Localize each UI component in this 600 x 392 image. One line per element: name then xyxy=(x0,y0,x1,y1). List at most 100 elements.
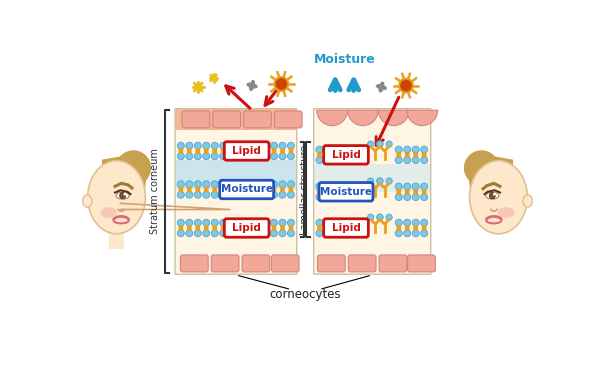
Circle shape xyxy=(271,230,277,237)
Circle shape xyxy=(395,157,402,163)
Circle shape xyxy=(325,183,331,190)
Circle shape xyxy=(350,230,357,237)
FancyBboxPatch shape xyxy=(213,111,241,128)
Circle shape xyxy=(464,151,499,185)
Circle shape xyxy=(211,219,218,226)
Circle shape xyxy=(377,214,383,220)
Circle shape xyxy=(178,181,184,188)
Circle shape xyxy=(211,142,218,149)
FancyBboxPatch shape xyxy=(238,187,242,192)
Circle shape xyxy=(358,194,365,201)
FancyBboxPatch shape xyxy=(238,148,242,154)
Circle shape xyxy=(279,230,286,237)
Circle shape xyxy=(279,153,286,160)
Circle shape xyxy=(395,146,402,153)
Circle shape xyxy=(341,219,349,226)
Text: Moisture: Moisture xyxy=(221,185,272,194)
Circle shape xyxy=(287,219,295,226)
FancyBboxPatch shape xyxy=(212,225,217,230)
FancyBboxPatch shape xyxy=(334,152,338,158)
FancyBboxPatch shape xyxy=(204,148,209,154)
Circle shape xyxy=(186,181,193,188)
Circle shape xyxy=(211,191,218,198)
FancyBboxPatch shape xyxy=(413,189,418,194)
Circle shape xyxy=(271,219,277,226)
Circle shape xyxy=(178,230,184,237)
Circle shape xyxy=(203,142,210,149)
Circle shape xyxy=(412,157,419,163)
Circle shape xyxy=(287,191,295,198)
Circle shape xyxy=(341,146,349,153)
FancyBboxPatch shape xyxy=(255,148,259,154)
FancyBboxPatch shape xyxy=(317,225,322,230)
Text: Lamellar structure: Lamellar structure xyxy=(300,144,310,234)
Circle shape xyxy=(404,183,410,190)
FancyBboxPatch shape xyxy=(351,152,356,158)
Polygon shape xyxy=(376,82,386,92)
Circle shape xyxy=(279,181,286,188)
FancyBboxPatch shape xyxy=(343,225,347,230)
Circle shape xyxy=(333,194,340,201)
Circle shape xyxy=(341,157,349,163)
Ellipse shape xyxy=(83,195,92,207)
Circle shape xyxy=(333,183,340,190)
Circle shape xyxy=(358,230,365,237)
FancyBboxPatch shape xyxy=(187,225,191,230)
FancyBboxPatch shape xyxy=(379,255,407,272)
Circle shape xyxy=(271,181,277,188)
Circle shape xyxy=(194,191,201,198)
Circle shape xyxy=(493,192,496,196)
Circle shape xyxy=(287,181,295,188)
Circle shape xyxy=(412,194,419,201)
FancyBboxPatch shape xyxy=(334,225,338,230)
Circle shape xyxy=(395,183,402,190)
Circle shape xyxy=(194,219,201,226)
FancyBboxPatch shape xyxy=(359,152,364,158)
Circle shape xyxy=(368,141,374,147)
Circle shape xyxy=(358,219,365,226)
FancyBboxPatch shape xyxy=(326,152,330,158)
FancyBboxPatch shape xyxy=(263,225,268,230)
Circle shape xyxy=(245,181,252,188)
FancyBboxPatch shape xyxy=(326,189,330,194)
Circle shape xyxy=(421,194,428,201)
Circle shape xyxy=(316,183,323,190)
FancyBboxPatch shape xyxy=(280,148,285,154)
FancyBboxPatch shape xyxy=(179,225,183,230)
FancyBboxPatch shape xyxy=(175,109,297,274)
Ellipse shape xyxy=(470,161,527,234)
Circle shape xyxy=(279,191,286,198)
FancyBboxPatch shape xyxy=(179,148,183,154)
Wedge shape xyxy=(347,110,379,125)
Circle shape xyxy=(220,153,227,160)
Circle shape xyxy=(194,153,201,160)
Circle shape xyxy=(316,146,323,153)
Circle shape xyxy=(211,230,218,237)
Circle shape xyxy=(220,191,227,198)
Polygon shape xyxy=(92,157,146,211)
Circle shape xyxy=(350,146,357,153)
Circle shape xyxy=(116,151,151,185)
Text: Stratum corneum: Stratum corneum xyxy=(150,149,160,234)
Circle shape xyxy=(325,157,331,163)
Text: Moisture: Moisture xyxy=(320,187,372,197)
Circle shape xyxy=(203,181,210,188)
Circle shape xyxy=(316,157,323,163)
FancyBboxPatch shape xyxy=(326,225,330,230)
Circle shape xyxy=(350,219,357,226)
FancyBboxPatch shape xyxy=(343,152,347,158)
Wedge shape xyxy=(317,110,347,125)
FancyBboxPatch shape xyxy=(272,148,277,154)
FancyBboxPatch shape xyxy=(349,255,376,272)
FancyBboxPatch shape xyxy=(224,142,269,160)
FancyBboxPatch shape xyxy=(422,189,427,194)
FancyBboxPatch shape xyxy=(246,225,251,230)
Circle shape xyxy=(236,219,244,226)
FancyBboxPatch shape xyxy=(196,148,200,154)
FancyBboxPatch shape xyxy=(271,255,299,272)
FancyBboxPatch shape xyxy=(317,189,322,194)
Circle shape xyxy=(377,141,383,147)
Ellipse shape xyxy=(100,207,118,218)
Circle shape xyxy=(271,142,277,149)
Circle shape xyxy=(220,181,227,188)
